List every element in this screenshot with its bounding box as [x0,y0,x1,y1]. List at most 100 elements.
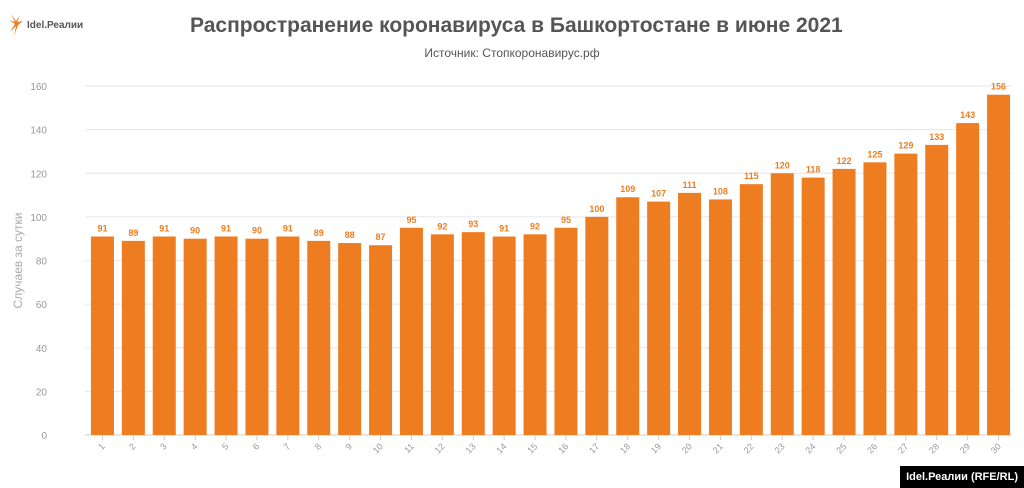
bar [492,236,516,435]
x-tick-label: 1 [96,441,107,452]
bar [678,192,702,435]
x-tick-label: 26 [865,441,879,455]
bar [461,232,485,435]
x-tick-label: 5 [220,441,231,452]
bar [430,234,454,435]
data-label: 92 [437,221,447,231]
x-tick-label: 3 [158,441,169,452]
x-tick-label: 8 [313,441,324,452]
x-tick-label: 10 [371,441,385,455]
x-tick-label: 12 [433,441,447,455]
chart-subtitle: Источник: Стопкоронавирус.рф [424,46,600,60]
data-label: 156 [991,82,1006,92]
data-label: 91 [283,224,293,234]
x-tick-label: 11 [402,441,416,455]
data-label: 122 [837,156,852,166]
x-tick-label: 18 [618,441,632,455]
data-label: 118 [806,165,821,175]
x-tick-label: 25 [834,441,848,455]
data-label: 108 [713,186,728,196]
bar [307,240,331,435]
y-tick-label: 20 [36,387,48,398]
x-tick-label: 17 [587,441,601,455]
bar [956,123,980,436]
x-tick-label: 28 [927,441,941,455]
x-tick-label: 9 [343,441,354,452]
data-label: 91 [499,224,509,234]
y-tick-label: 60 [36,300,48,311]
data-label: 89 [314,228,324,238]
data-label: 133 [929,132,944,142]
bar [338,243,362,435]
bar [183,238,207,435]
bar [214,236,238,435]
bar [647,201,671,435]
x-tick-label: 27 [896,441,910,455]
bar [987,94,1011,435]
data-label: 89 [128,228,138,238]
chart-title: Распространение коронавируса в Башкортос… [190,14,843,37]
x-tick-label: 14 [494,441,508,455]
bar [894,153,918,435]
bar [523,234,547,435]
x-tick-label: 13 [464,441,478,455]
data-label: 91 [221,224,231,234]
bar [925,144,949,436]
data-label: 88 [345,230,355,240]
x-tick-label: 23 [773,441,787,455]
data-label: 107 [651,189,666,199]
bar [770,173,794,435]
x-tick-label: 16 [556,441,570,455]
data-label: 95 [406,215,416,225]
data-label: 90 [190,226,200,236]
bar [708,199,732,435]
bar [801,177,825,436]
data-label: 91 [159,224,169,234]
bar [863,162,887,435]
y-tick-label: 160 [30,82,47,93]
data-label: 129 [898,141,913,151]
x-tick-label: 19 [649,441,663,455]
data-label: 111 [683,180,697,190]
y-tick-label: 40 [36,344,48,355]
bar [399,227,423,435]
x-tick-label: 22 [742,441,756,455]
x-tick-label: 24 [803,441,817,455]
x-tick-label: 20 [680,441,694,455]
bar [121,240,145,435]
x-tick-label: 6 [251,441,262,452]
data-label: 125 [867,149,882,159]
logo-text: Idel.Реалии [27,19,84,31]
y-tick-label: 80 [36,257,48,268]
x-tick-label: 21 [711,441,725,455]
data-label: 95 [561,215,571,225]
bar [369,245,393,435]
bar [554,227,578,435]
data-label: 143 [960,110,975,120]
bar [616,197,640,435]
bar [276,236,300,435]
data-label: 115 [744,171,759,181]
y-axis-label: Случаев за сутки [11,213,25,309]
data-label: 120 [775,160,790,170]
data-label: 100 [589,204,604,214]
credit: Idel.Реалии (RFE/RL) [900,466,1024,488]
logo: Idel.Реалии [8,12,83,38]
data-label: 87 [376,232,386,242]
x-tick-label: 2 [127,441,138,452]
y-tick-label: 0 [41,431,47,442]
logo-icon [9,14,23,36]
bar [90,236,114,435]
x-tick-label: 29 [958,441,972,455]
x-tick-label: 15 [525,441,539,455]
y-tick-label: 120 [30,169,47,180]
data-label: 93 [468,219,478,229]
bar [245,238,269,435]
x-tick-label: 4 [189,441,200,452]
x-tick-label: 7 [282,441,293,452]
bar [739,184,763,435]
data-label: 92 [530,221,540,231]
data-label: 109 [620,184,635,194]
y-tick-label: 100 [30,213,47,224]
